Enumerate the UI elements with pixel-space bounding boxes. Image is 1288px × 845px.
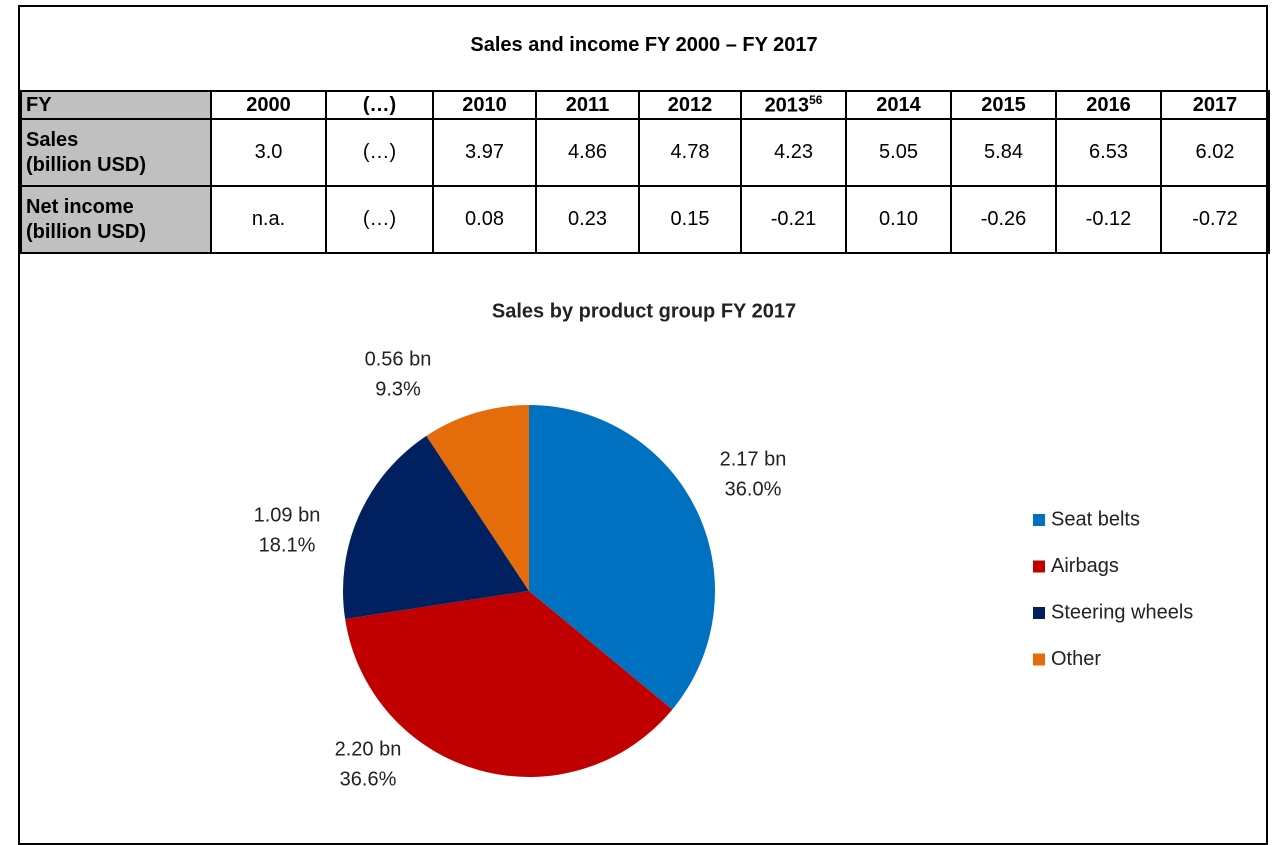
cell: 0.08	[432, 185, 537, 254]
pie-slice	[426, 405, 529, 591]
header-text: 2017	[1192, 93, 1238, 116]
amount-label: 2.17 bn	[720, 448, 787, 470]
legend-swatch	[1033, 514, 1045, 526]
percent-label: 18.1%	[259, 534, 316, 556]
header-text: 2015	[981, 93, 1026, 116]
header-cell: 2012	[638, 90, 742, 120]
cell: 5.84	[950, 118, 1057, 187]
header-text: 2000	[246, 93, 291, 116]
header-text: 2011	[565, 93, 610, 116]
header-text: 2012	[667, 93, 713, 116]
pie-slice	[529, 405, 716, 710]
cell: 6.53	[1055, 118, 1162, 187]
row-label-line: Sales	[26, 128, 79, 151]
cell: 0.10	[845, 185, 952, 254]
header-row: FY 2000 (…) 2010 2011 2012 201356 2014 2015 2016 2…	[20, 90, 1270, 120]
header-cell: 2000	[210, 90, 327, 120]
cell: 6.02	[1160, 118, 1270, 187]
cell: 0.15	[638, 185, 742, 254]
header-text: 2013	[764, 94, 810, 117]
chart-title: Sales by product group FY 2017	[492, 300, 796, 322]
row-label: Sales (billion USD)	[20, 118, 212, 187]
table-title: Sales and income FY 2000 – FY 2017	[470, 34, 818, 56]
amount-label: 2.20 bn	[335, 738, 402, 760]
data-row: Sales (billion USD) 3.0 (…) 3.97 4.86 4.78 4.23…	[20, 118, 1270, 187]
pie-slice	[343, 435, 529, 619]
cell: 0.23	[535, 185, 640, 254]
legend-swatch	[1033, 560, 1045, 573]
header-cell: 201356	[740, 90, 847, 120]
row-label-line: (billion USD)	[26, 153, 146, 176]
legend-label: Seat belts	[1051, 508, 1140, 530]
header-cell: 2015	[950, 90, 1057, 120]
cell: 4.23	[740, 118, 847, 187]
cell: -0.26	[950, 185, 1057, 254]
amount-label: 1.09 bn	[254, 504, 321, 526]
percent-label: 9.3%	[375, 378, 421, 400]
header-cell: (…)	[325, 90, 434, 120]
cell: 4.78	[638, 118, 742, 187]
pie-slice	[345, 591, 673, 777]
header-text: 2010	[462, 93, 507, 116]
legend-swatch	[1033, 653, 1045, 666]
cell: 5.05	[845, 118, 952, 187]
cell: -0.21	[740, 185, 847, 254]
cell: 4.86	[535, 118, 640, 187]
header-text: 2014	[876, 93, 921, 116]
cell: (…)	[325, 185, 434, 254]
header-text: (…)	[362, 93, 397, 116]
cell: -0.12	[1055, 185, 1162, 254]
row-label: Net income (billion USD)	[20, 185, 212, 254]
cell: (…)	[325, 118, 434, 187]
data-row: Net income (billion USD) n.a. (…) 0.08 0.23 0.…	[20, 185, 1270, 254]
header-cell: 2014	[845, 90, 952, 120]
footnote-ref: 56	[809, 92, 823, 107]
header-cell: 2017	[1160, 90, 1270, 120]
percent-label: 36.6%	[340, 768, 397, 790]
row-label-line: (billion USD)	[26, 220, 146, 243]
header-text: 2016	[1086, 93, 1131, 116]
header-cell: 2011	[535, 90, 640, 120]
percent-label: 36.0%	[725, 478, 782, 500]
amount-label: 0.56 bn	[365, 348, 432, 370]
header-cell: FY	[20, 90, 212, 120]
cell: 3.97	[432, 118, 537, 187]
legend-swatch	[1033, 607, 1045, 619]
sales-table: FY 2000 (…) 2010 2011 2012 201356 2014 2015 2016 2…	[20, 90, 1270, 254]
cell: 3.0	[210, 118, 327, 187]
cell: -0.72	[1160, 185, 1270, 254]
cell: n.a.	[210, 185, 327, 254]
header-cell: 2016	[1055, 90, 1162, 120]
legend-label: Other	[1051, 648, 1101, 670]
header-text: FY	[26, 93, 52, 116]
legend-label: Airbags	[1051, 555, 1119, 577]
row-label-line: Net income	[26, 195, 134, 218]
legend-label: Steering wheels	[1051, 601, 1193, 623]
header-cell: 2010	[432, 90, 537, 120]
